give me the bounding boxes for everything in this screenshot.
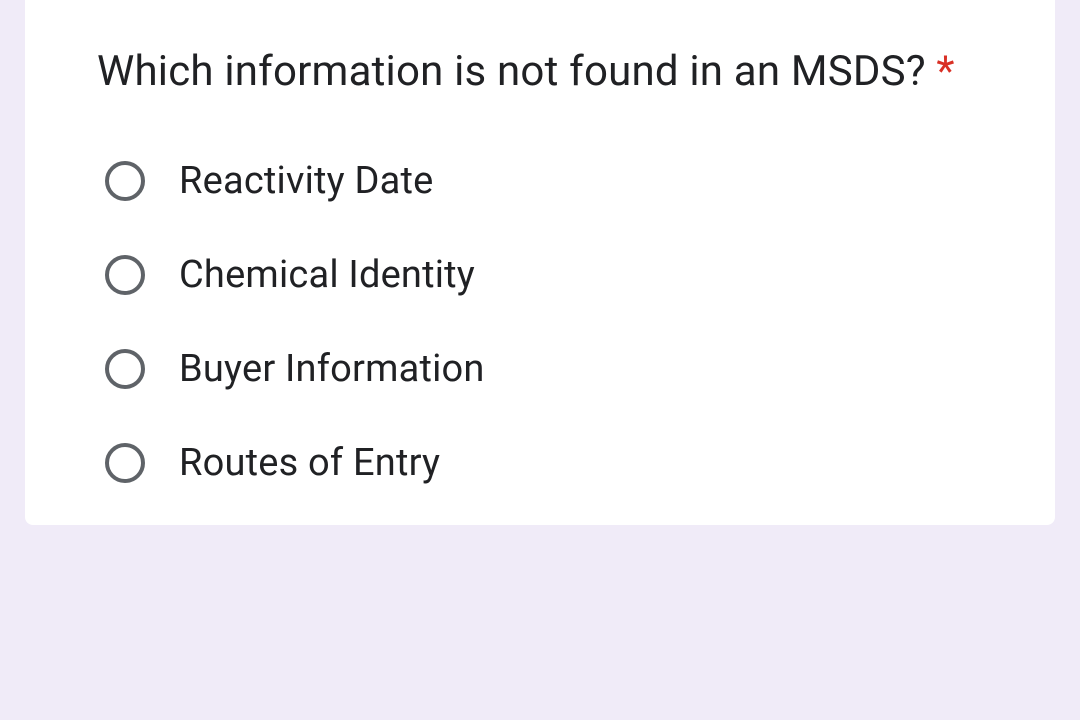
- radio-icon[interactable]: [105, 443, 145, 483]
- option-label: Reactivity Date: [179, 159, 433, 203]
- radio-icon[interactable]: [105, 161, 145, 201]
- options-container: Reactivity Date Chemical Identity Buyer …: [97, 159, 983, 485]
- required-asterisk: *: [936, 47, 954, 96]
- question-text: Which information is not found in an MSD…: [97, 40, 983, 103]
- option-row-0[interactable]: Reactivity Date: [105, 159, 983, 203]
- option-row-3[interactable]: Routes of Entry: [105, 441, 983, 485]
- radio-icon[interactable]: [105, 255, 145, 295]
- question-label: Which information is not found in an MSD…: [97, 47, 926, 96]
- option-label: Chemical Identity: [179, 253, 475, 297]
- radio-icon[interactable]: [105, 349, 145, 389]
- question-card: Which information is not found in an MSD…: [25, 0, 1055, 525]
- option-label: Buyer Information: [179, 347, 485, 391]
- option-label: Routes of Entry: [179, 441, 440, 485]
- option-row-2[interactable]: Buyer Information: [105, 347, 983, 391]
- option-row-1[interactable]: Chemical Identity: [105, 253, 983, 297]
